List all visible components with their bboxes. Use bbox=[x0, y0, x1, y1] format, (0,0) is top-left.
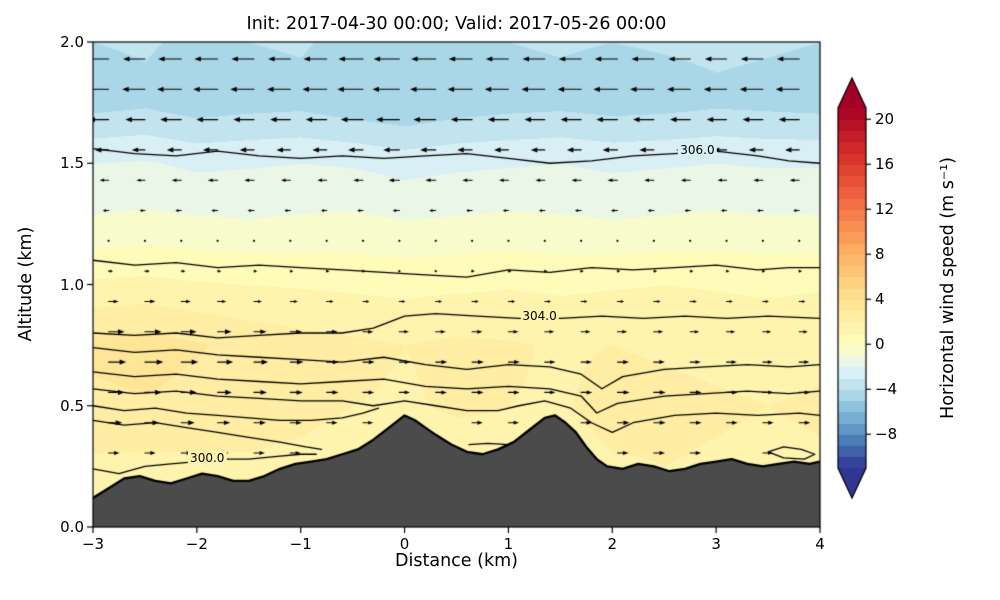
figure: Init: 2017-04-30 00:00; Valid: 2017-05-2… bbox=[0, 0, 1000, 600]
cross-section-plot-canvas bbox=[0, 0, 1000, 600]
